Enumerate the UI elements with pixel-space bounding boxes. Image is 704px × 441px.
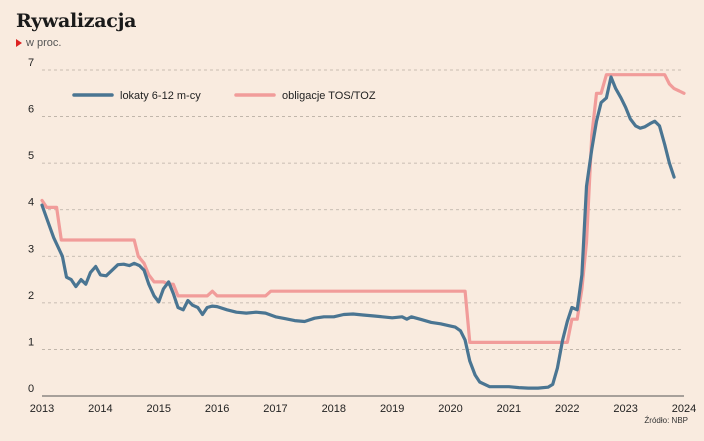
y-tick-label: 7 (28, 57, 34, 69)
legend-label: lokaty 6-12 m-cy (120, 90, 201, 102)
series-line-obligacje (40, 73, 686, 344)
legend: lokaty 6-12 m-cy obligacje TOS/TOZ (72, 90, 376, 102)
y-tick-label: 0 (28, 383, 34, 395)
x-tick-label: 2021 (497, 403, 521, 415)
x-tick-label: 2022 (555, 403, 579, 415)
source-note: Źródło: NBP (644, 416, 688, 425)
x-tick-label: 2015 (146, 403, 170, 415)
y-tick-label: 2 (28, 290, 34, 302)
x-tick-label: 2016 (205, 403, 229, 415)
y-tick-label: 3 (28, 243, 34, 255)
y-tick-label: 6 (28, 104, 34, 116)
series-line-lokaty (40, 75, 676, 390)
x-tick-label: 2018 (322, 403, 346, 415)
x-tick-label: 2023 (613, 403, 637, 415)
x-tick-label: 2019 (380, 403, 404, 415)
x-tick-label: 2020 (438, 403, 462, 415)
y-axis-ticks: 0 1 2 3 4 5 6 7 (28, 57, 34, 395)
x-tick-label: 2024 (672, 403, 696, 415)
x-tick-label: 2017 (263, 403, 287, 415)
x-axis-ticks: 2013 2014 2015 2016 2017 2018 2019 2020 2021 2022… (30, 403, 696, 415)
chart-title: Rywalizacja (16, 10, 137, 32)
y-tick-label: 1 (28, 336, 34, 348)
y-tick-label: 4 (28, 197, 34, 209)
unit-label: w proc. (26, 37, 62, 49)
red-triangle-icon (16, 39, 22, 47)
chart-subtitle: w proc. (16, 37, 61, 49)
y-tick-label: 5 (28, 150, 34, 162)
x-tick-label: 2013 (30, 403, 54, 415)
legend-label: obligacje TOS/TOZ (282, 90, 376, 102)
series-group (40, 73, 686, 390)
x-tick-label: 2014 (88, 403, 112, 415)
